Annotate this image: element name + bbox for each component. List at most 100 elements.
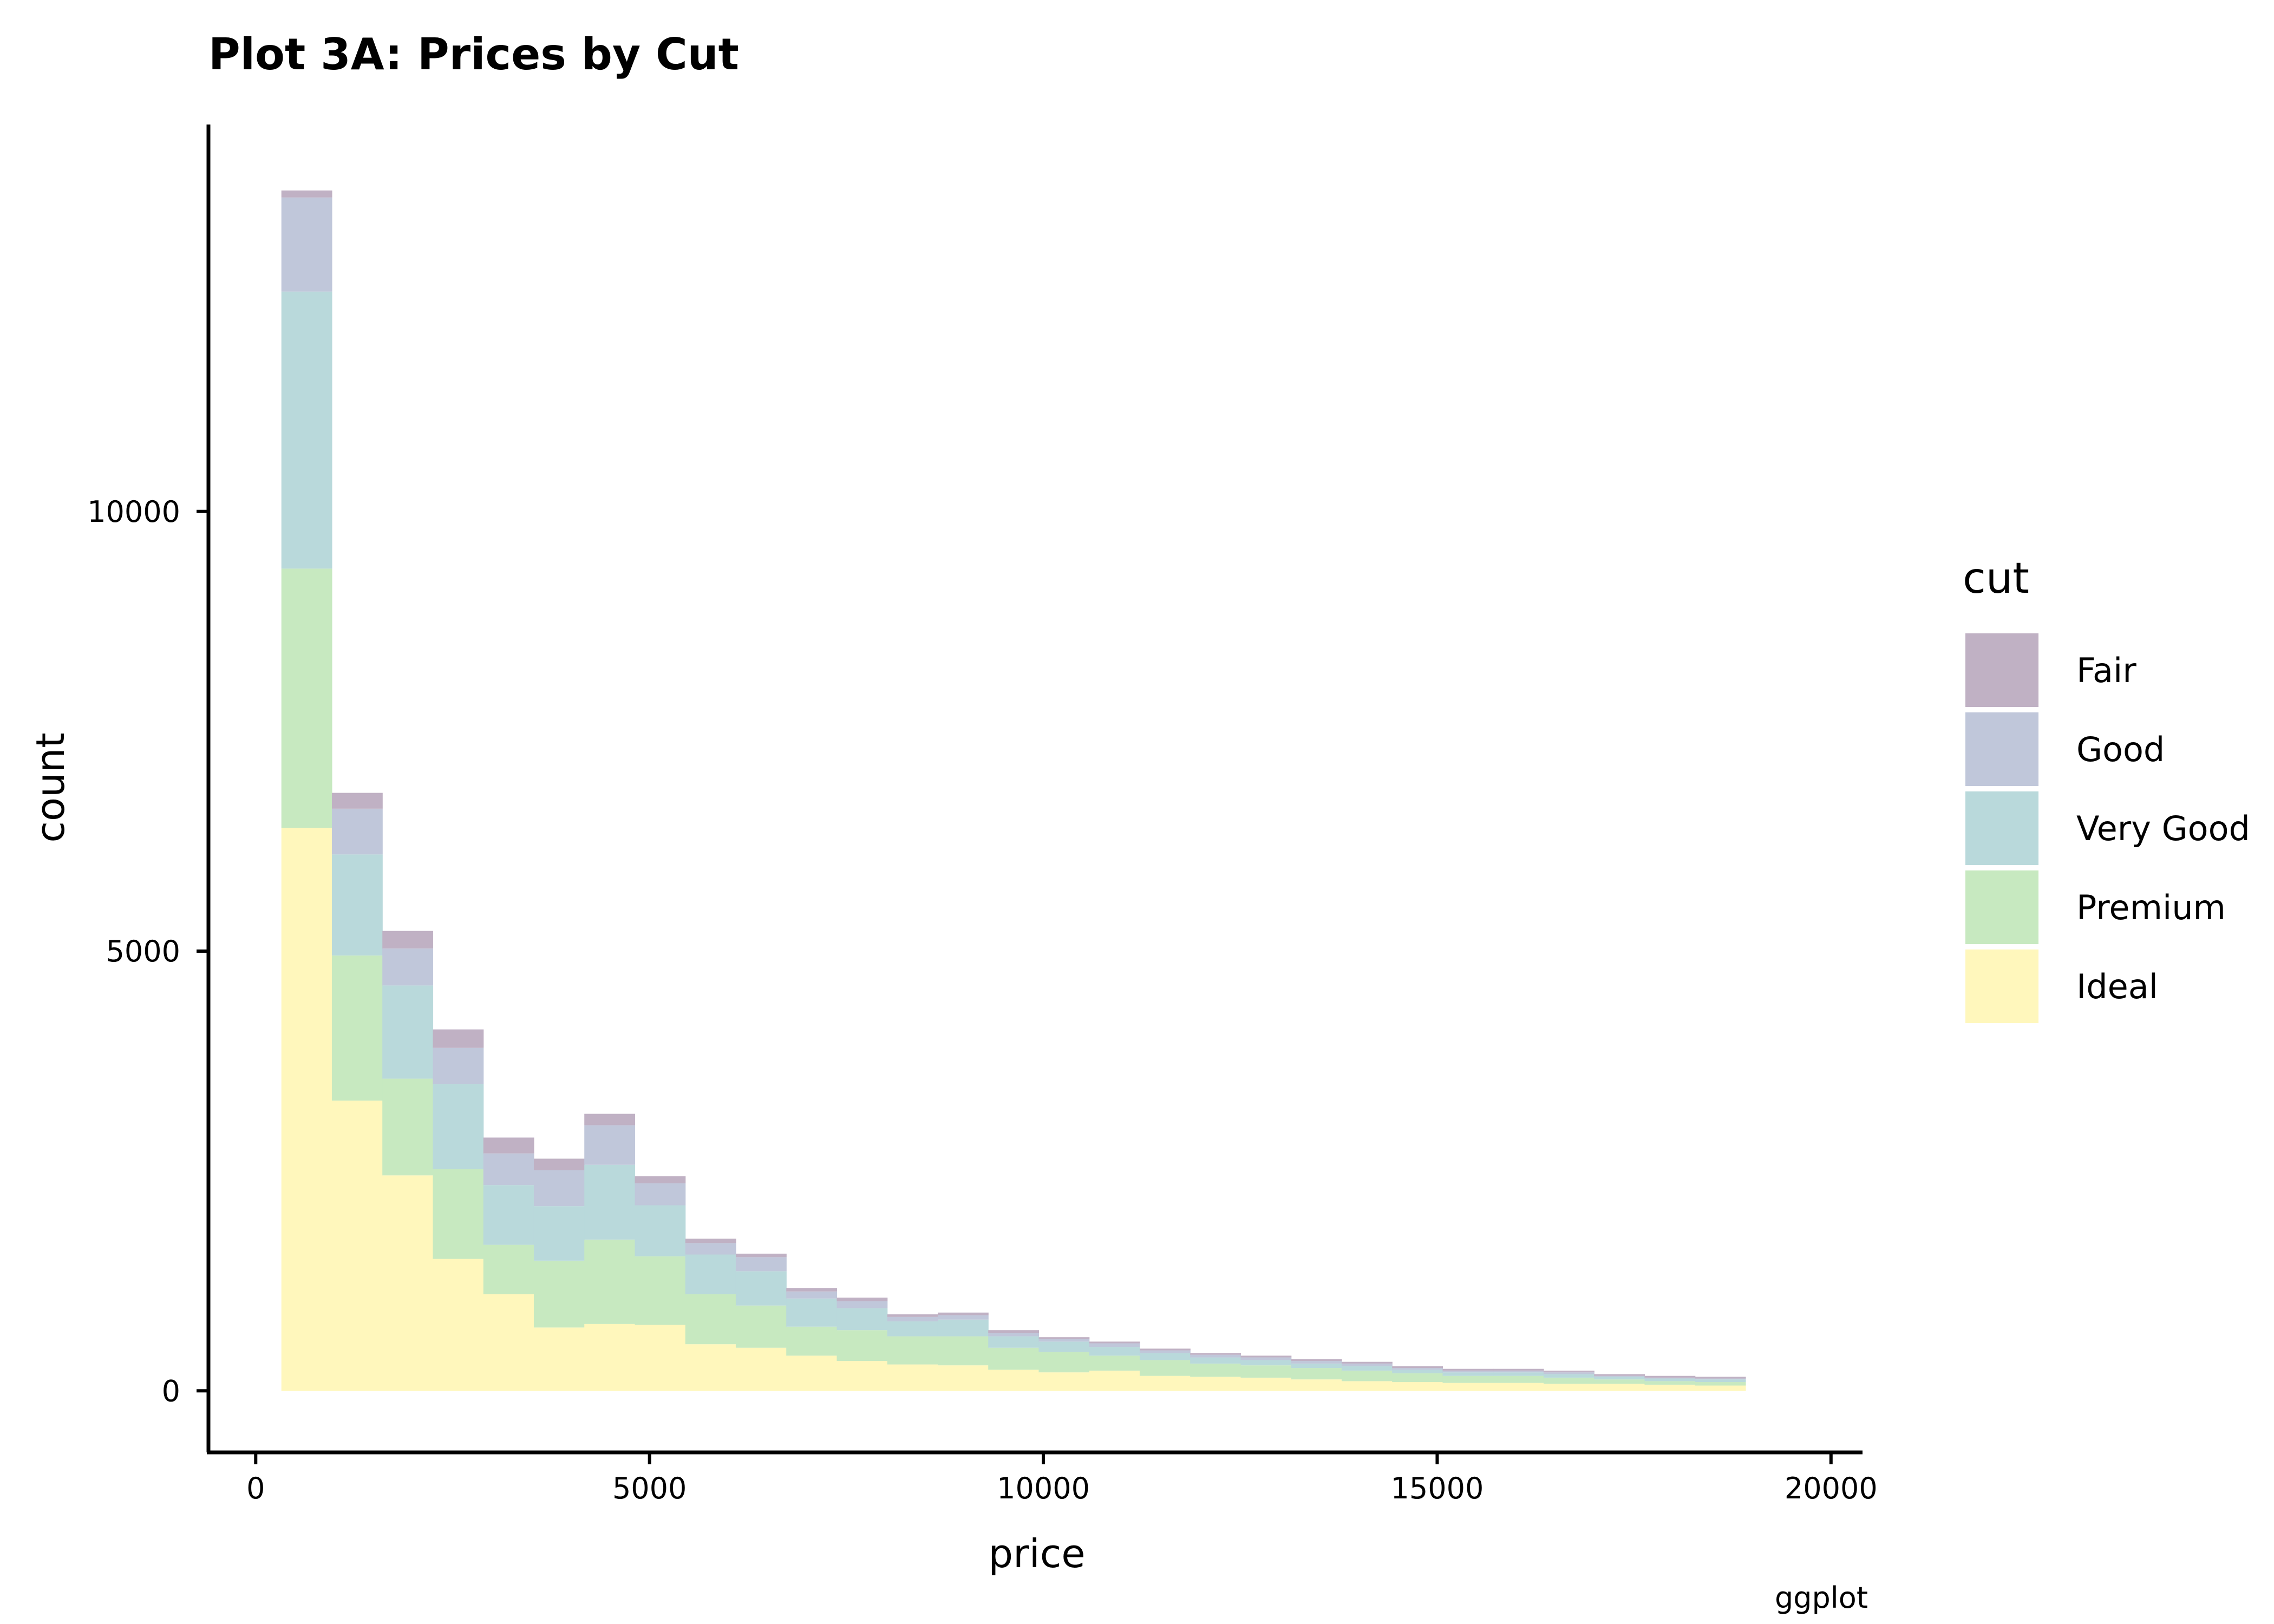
bar-premium xyxy=(1543,1377,1595,1384)
x-tick-label: 20000 xyxy=(1785,1471,1878,1505)
legend-key-good xyxy=(1965,712,2038,786)
bar-good xyxy=(685,1243,736,1255)
bar-ideal xyxy=(1190,1377,1241,1391)
bar-ideal xyxy=(735,1347,787,1391)
bar-ideal xyxy=(1139,1376,1191,1391)
bar-fair xyxy=(685,1239,736,1243)
legend-key-premium xyxy=(1965,870,2038,944)
bar-good xyxy=(1038,1339,1090,1342)
bar-very-good xyxy=(1038,1341,1090,1352)
bar-premium xyxy=(837,1330,888,1361)
bar-fair xyxy=(1594,1374,1645,1376)
bar-premium xyxy=(1392,1373,1443,1383)
bar-fair xyxy=(1341,1361,1393,1364)
x-tick-label: 0 xyxy=(246,1471,265,1505)
bar-ideal xyxy=(533,1327,585,1391)
bar-fair xyxy=(281,190,332,198)
bar-fair xyxy=(988,1330,1040,1333)
y-tick-label: 5000 xyxy=(106,934,180,968)
bar-premium xyxy=(1695,1382,1746,1386)
bar-very-good xyxy=(1089,1347,1140,1356)
bar-premium xyxy=(433,1169,484,1259)
bar-ideal xyxy=(584,1324,636,1391)
bar-very-good xyxy=(533,1206,585,1261)
x-tick-label: 5000 xyxy=(612,1471,687,1505)
bar-good xyxy=(786,1291,838,1299)
bar-fair xyxy=(1139,1348,1191,1351)
bar-very-good xyxy=(1594,1377,1645,1380)
bar-premium xyxy=(1190,1363,1241,1377)
bar-very-good xyxy=(1392,1370,1443,1373)
bar-ideal xyxy=(281,828,332,1391)
bar-premium xyxy=(1139,1360,1191,1376)
bar-fair xyxy=(635,1176,686,1183)
bar-good xyxy=(937,1315,989,1320)
bar-ideal xyxy=(1594,1384,1645,1391)
legend-label: Ideal xyxy=(2076,967,2158,1006)
bar-good xyxy=(887,1317,938,1321)
bar-fair xyxy=(937,1312,989,1315)
bar-very-good xyxy=(635,1205,686,1256)
bar-ideal xyxy=(837,1361,888,1391)
bar-premium xyxy=(937,1336,989,1366)
bar-ideal xyxy=(988,1370,1040,1391)
bar-very-good xyxy=(887,1321,938,1337)
bar-very-good xyxy=(937,1319,989,1337)
bar-good xyxy=(533,1170,585,1207)
bar-fair xyxy=(533,1158,585,1170)
bar-good xyxy=(1240,1357,1292,1360)
bar-good xyxy=(635,1183,686,1206)
y-axis-ticks: 0 5000 10000 xyxy=(87,495,208,1408)
bar-ideal xyxy=(887,1364,938,1391)
bar-ideal xyxy=(433,1259,484,1391)
bar-ideal xyxy=(685,1344,736,1391)
bar-fair xyxy=(483,1137,534,1154)
x-axis-title: price xyxy=(988,1531,1085,1576)
y-tick-label: 10000 xyxy=(87,495,180,529)
bar-ideal xyxy=(1038,1372,1090,1391)
bar-good xyxy=(281,197,332,292)
x-axis-ticks: 0 5000 10000 15000 20000 xyxy=(246,1452,1878,1505)
bar-premium xyxy=(584,1239,636,1324)
bar-good xyxy=(1089,1343,1140,1347)
legend-key-ideal xyxy=(1965,949,2038,1023)
bar-good xyxy=(1594,1376,1645,1377)
bar-ideal xyxy=(937,1365,989,1391)
bar-good xyxy=(988,1333,1040,1337)
bar-fair xyxy=(735,1253,787,1258)
bar-fair xyxy=(382,931,434,949)
bar-very-good xyxy=(1695,1379,1746,1383)
bar-very-good xyxy=(483,1185,534,1245)
bar-good xyxy=(1341,1363,1393,1366)
bar-premium xyxy=(1594,1379,1645,1384)
bar-very-good xyxy=(685,1254,736,1294)
y-tick-label: 0 xyxy=(162,1374,180,1408)
bar-ideal xyxy=(1240,1377,1292,1391)
bar-fair xyxy=(1392,1366,1443,1368)
bar-good xyxy=(1644,1377,1696,1379)
legend-label: Fair xyxy=(2076,651,2136,690)
bar-good xyxy=(483,1153,534,1186)
bar-premium xyxy=(887,1336,938,1365)
bar-fair xyxy=(1543,1370,1595,1373)
legend-key-very-good xyxy=(1965,791,2038,865)
bar-fair xyxy=(837,1298,888,1301)
bar-premium xyxy=(483,1245,534,1294)
legend-key-fair xyxy=(1965,633,2038,707)
bar-premium xyxy=(533,1260,585,1328)
bar-good xyxy=(433,1047,484,1084)
bar-premium xyxy=(1644,1381,1696,1385)
bar-good xyxy=(837,1301,888,1308)
legend-label: Premium xyxy=(2076,888,2226,927)
bar-premium xyxy=(382,1078,434,1176)
bar-good xyxy=(1442,1370,1494,1373)
bar-very-good xyxy=(735,1271,787,1306)
bar-ideal xyxy=(1341,1381,1393,1391)
bar-premium xyxy=(1341,1370,1393,1381)
bar-very-good xyxy=(786,1298,838,1327)
legend-label: Very Good xyxy=(2076,809,2250,848)
bar-fair xyxy=(1695,1377,1746,1379)
bar-very-good xyxy=(433,1084,484,1169)
bar-very-good xyxy=(1240,1360,1292,1366)
caption: ggplot xyxy=(1775,1581,1868,1615)
